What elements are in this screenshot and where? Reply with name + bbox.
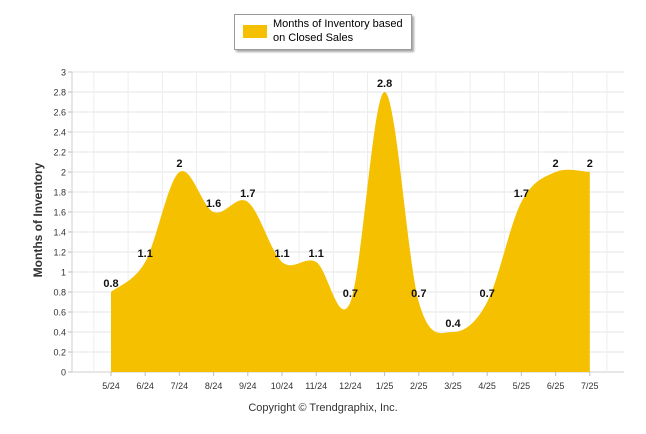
x-tick-label: 7/25 [581, 381, 599, 391]
y-tick-label: 0.2 [53, 348, 66, 358]
y-tick-label: 2.4 [53, 128, 66, 138]
x-tick-label: 8/24 [205, 381, 223, 391]
data-label: 1.6 [206, 198, 221, 210]
x-tick-label: 7/24 [171, 381, 189, 391]
y-tick-label: 0 [61, 368, 66, 378]
data-label: 0.4 [445, 318, 461, 330]
y-tick-label: 0.8 [53, 288, 66, 298]
legend: Months of Inventory based on Closed Sale… [234, 14, 412, 50]
legend-swatch [243, 25, 267, 38]
y-tick-label: 0.6 [53, 308, 66, 318]
y-tick-label: 2 [61, 168, 66, 178]
data-label: 2 [176, 158, 182, 170]
data-label: 0.8 [103, 278, 118, 290]
y-tick-label: 0.4 [53, 328, 66, 338]
data-label: 2 [587, 158, 593, 170]
x-axis-ticks: 5/24 6/24 7/24 8/24 9/24 10/24 11/24 12/24 1/25 2… [102, 372, 599, 391]
x-tick-label: 4/25 [478, 381, 496, 391]
inventory-area [111, 92, 590, 372]
x-tick-label: 9/24 [239, 381, 257, 391]
data-label: 1.1 [309, 248, 324, 260]
y-tick-label: 2.2 [53, 148, 66, 158]
x-tick-label: 10/24 [271, 381, 294, 391]
y-tick-label: 1.2 [53, 248, 66, 258]
y-axis-label: Months of Inventory [31, 162, 45, 278]
x-tick-label: 11/24 [305, 381, 327, 391]
x-tick-label: 3/25 [444, 381, 462, 391]
data-label: 0.7 [411, 288, 426, 300]
y-tick-label: 3 [61, 68, 66, 78]
y-tick-label: 2.8 [53, 88, 66, 98]
y-tick-label: 1.8 [53, 188, 66, 198]
x-tick-label: 5/24 [102, 381, 120, 391]
x-tick-label: 5/25 [513, 381, 531, 391]
data-label: 2.8 [377, 78, 392, 90]
x-tick-label: 2/25 [410, 381, 428, 391]
x-tick-label: 6/25 [547, 381, 565, 391]
data-label: 0.7 [480, 288, 495, 300]
y-tick-label: 2.6 [53, 108, 66, 118]
x-tick-label: 6/24 [136, 381, 154, 391]
data-labels: 0.8 1.1 2 1.6 1.7 1.1 1.1 0.7 2.8 0.7 0.4 0.7 1.7 2 2 [103, 78, 593, 330]
y-tick-label: 1 [61, 268, 66, 278]
data-label: 2 [553, 158, 559, 170]
data-label: 0.7 [343, 288, 358, 300]
data-label: 1.7 [514, 188, 529, 200]
x-tick-label: 1/25 [376, 381, 394, 391]
data-label: 1.1 [138, 248, 153, 260]
x-tick-label: 12/24 [339, 381, 362, 391]
data-label: 1.1 [274, 248, 289, 260]
legend-label: Months of Inventory based on Closed Sale… [273, 18, 403, 44]
copyright-text: Copyright © Trendgraphix, Inc. [248, 402, 398, 414]
y-tick-label: 1.4 [53, 228, 66, 238]
y-tick-label: 1.6 [53, 208, 66, 218]
y-axis-ticks: 0 0.2 0.4 0.6 0.8 1 1.2 1.4 1.6 1.8 2 2.2 2.4 2.6 2.8 3 [53, 68, 66, 378]
data-label: 1.7 [240, 188, 255, 200]
